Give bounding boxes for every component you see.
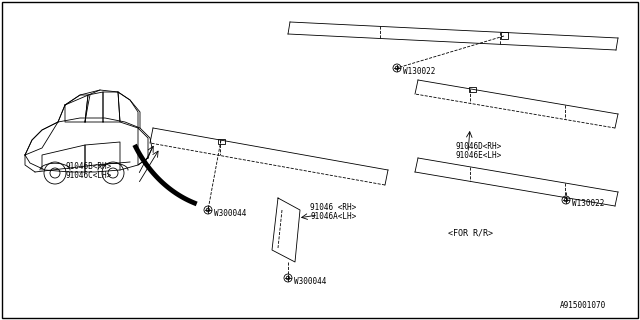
Text: W300044: W300044 xyxy=(294,276,326,285)
Text: 91046A<LH>: 91046A<LH> xyxy=(310,212,356,221)
Text: <FOR R/R>: <FOR R/R> xyxy=(448,228,493,237)
Text: 91046E<LH>: 91046E<LH> xyxy=(455,151,501,160)
Text: W130022: W130022 xyxy=(572,198,604,207)
Text: A915001070: A915001070 xyxy=(560,301,606,310)
Text: 91046B<RH>: 91046B<RH> xyxy=(65,162,111,171)
Text: 91046D<RH>: 91046D<RH> xyxy=(455,142,501,151)
Text: W130022: W130022 xyxy=(403,67,435,76)
Text: 91046 <RH>: 91046 <RH> xyxy=(310,203,356,212)
Text: W300044: W300044 xyxy=(214,209,246,218)
Text: 91046C<LH>: 91046C<LH> xyxy=(65,171,111,180)
